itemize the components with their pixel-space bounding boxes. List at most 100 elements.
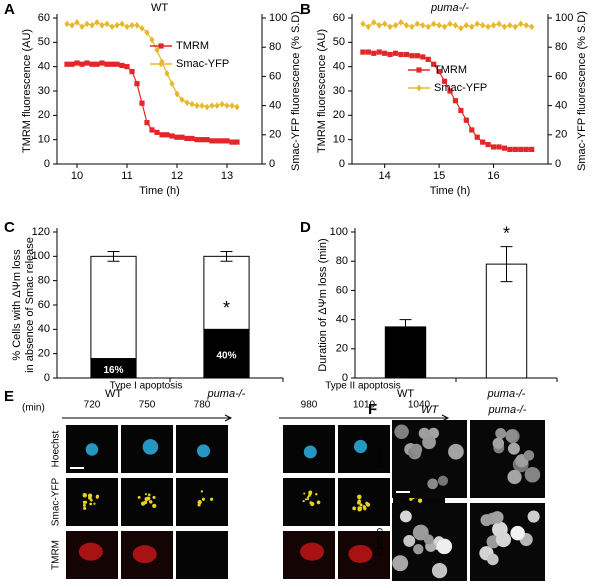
speckle bbox=[93, 502, 96, 505]
x-tick-label: 13 bbox=[221, 170, 233, 182]
nucleus bbox=[353, 439, 368, 454]
data-point bbox=[234, 139, 240, 145]
speckle bbox=[315, 493, 318, 496]
speckle bbox=[359, 503, 363, 507]
panel-label: A bbox=[4, 1, 15, 18]
data-point bbox=[109, 23, 115, 31]
data-point bbox=[507, 146, 513, 152]
data-point bbox=[474, 134, 480, 140]
legend-marker bbox=[158, 60, 164, 68]
x-tick-label: 11 bbox=[121, 170, 132, 182]
y-tick-label: 80 bbox=[38, 275, 50, 287]
data-point bbox=[79, 23, 85, 31]
speckle bbox=[149, 500, 153, 504]
legend-label: Smac-YFP bbox=[434, 82, 487, 94]
data-point bbox=[447, 88, 453, 94]
data-point bbox=[94, 18, 100, 26]
data-point bbox=[94, 61, 100, 67]
y-tick-label: 40 bbox=[336, 314, 348, 326]
data-point bbox=[403, 51, 410, 58]
speckle bbox=[307, 498, 310, 501]
x-tick-label: puma-/- bbox=[207, 388, 246, 400]
speckle bbox=[197, 499, 202, 505]
panel-label: E bbox=[4, 388, 14, 405]
data-point bbox=[414, 53, 420, 59]
annotation: * bbox=[223, 298, 230, 318]
data-point bbox=[485, 141, 491, 148]
data-point bbox=[169, 80, 175, 88]
y-tick-label: 120 bbox=[32, 226, 50, 238]
nucleus bbox=[448, 443, 464, 460]
data-point bbox=[403, 21, 410, 29]
data-point bbox=[490, 144, 497, 150]
data-point bbox=[189, 135, 195, 142]
y-tick-label: 100 bbox=[555, 12, 573, 24]
data-point bbox=[114, 21, 120, 29]
data-point bbox=[431, 20, 437, 28]
data-point bbox=[89, 21, 95, 29]
legend-marker bbox=[416, 84, 422, 92]
y-tick-label: 0 bbox=[44, 158, 50, 170]
data-point bbox=[512, 146, 518, 152]
micrograph bbox=[338, 478, 390, 526]
x-tick-label: puma-/- bbox=[487, 388, 526, 400]
unit-label: (min) bbox=[22, 403, 45, 414]
time-label: 720 bbox=[84, 400, 101, 411]
data-point bbox=[523, 21, 529, 29]
data-point bbox=[179, 134, 185, 140]
data-point bbox=[398, 18, 404, 26]
data-point bbox=[518, 146, 524, 152]
data-point bbox=[409, 23, 415, 31]
data-point bbox=[174, 134, 180, 140]
data-point bbox=[371, 18, 377, 26]
bar bbox=[203, 328, 250, 379]
x-axis-label: Time (h) bbox=[139, 185, 180, 197]
data-point bbox=[119, 20, 125, 28]
micrograph bbox=[66, 478, 118, 526]
data-point bbox=[124, 64, 130, 70]
speckle bbox=[83, 506, 87, 510]
data-point bbox=[84, 20, 90, 28]
x-tick-label: 15 bbox=[433, 170, 445, 182]
nucleus bbox=[392, 555, 409, 572]
nucleus bbox=[523, 450, 535, 461]
data-point bbox=[463, 117, 469, 123]
chart-title: puma-/- bbox=[430, 2, 469, 14]
data-point bbox=[164, 70, 170, 77]
data-point bbox=[199, 102, 205, 109]
x-tick-label: 12 bbox=[171, 170, 183, 182]
y-tick-label: 30 bbox=[38, 85, 50, 97]
data-point bbox=[458, 107, 464, 114]
data-point bbox=[159, 58, 165, 66]
data-point bbox=[209, 102, 215, 109]
data-point bbox=[134, 21, 140, 29]
speckle bbox=[82, 493, 87, 498]
y-tick-label: 50 bbox=[38, 36, 50, 48]
nucleus bbox=[431, 562, 448, 579]
y-tick-label: 20 bbox=[336, 343, 348, 355]
mito-signal bbox=[78, 542, 103, 561]
data-point bbox=[99, 21, 105, 29]
data-point bbox=[420, 54, 426, 60]
data-point bbox=[174, 90, 180, 98]
data-point bbox=[518, 20, 524, 28]
y-tick-label: 60 bbox=[333, 12, 345, 24]
y-tick-label: 80 bbox=[269, 41, 281, 53]
data-point bbox=[109, 61, 115, 67]
nucleus bbox=[495, 531, 512, 548]
data-point bbox=[104, 20, 110, 28]
data-point bbox=[420, 21, 426, 29]
time-arrow bbox=[62, 414, 233, 422]
data-point bbox=[229, 139, 235, 145]
data-point bbox=[79, 61, 85, 67]
nucleus bbox=[492, 437, 505, 450]
data-point bbox=[114, 61, 120, 67]
data-point bbox=[144, 29, 150, 36]
speckle bbox=[362, 505, 366, 509]
y-axis-label: TMRM fluorescence (AU) bbox=[316, 29, 328, 153]
nucleus bbox=[303, 445, 317, 459]
y-axis-label: TMRM fluorescence (AU) bbox=[21, 29, 33, 153]
nucleus bbox=[507, 442, 520, 455]
data-point bbox=[204, 103, 210, 111]
bar bbox=[485, 263, 528, 379]
